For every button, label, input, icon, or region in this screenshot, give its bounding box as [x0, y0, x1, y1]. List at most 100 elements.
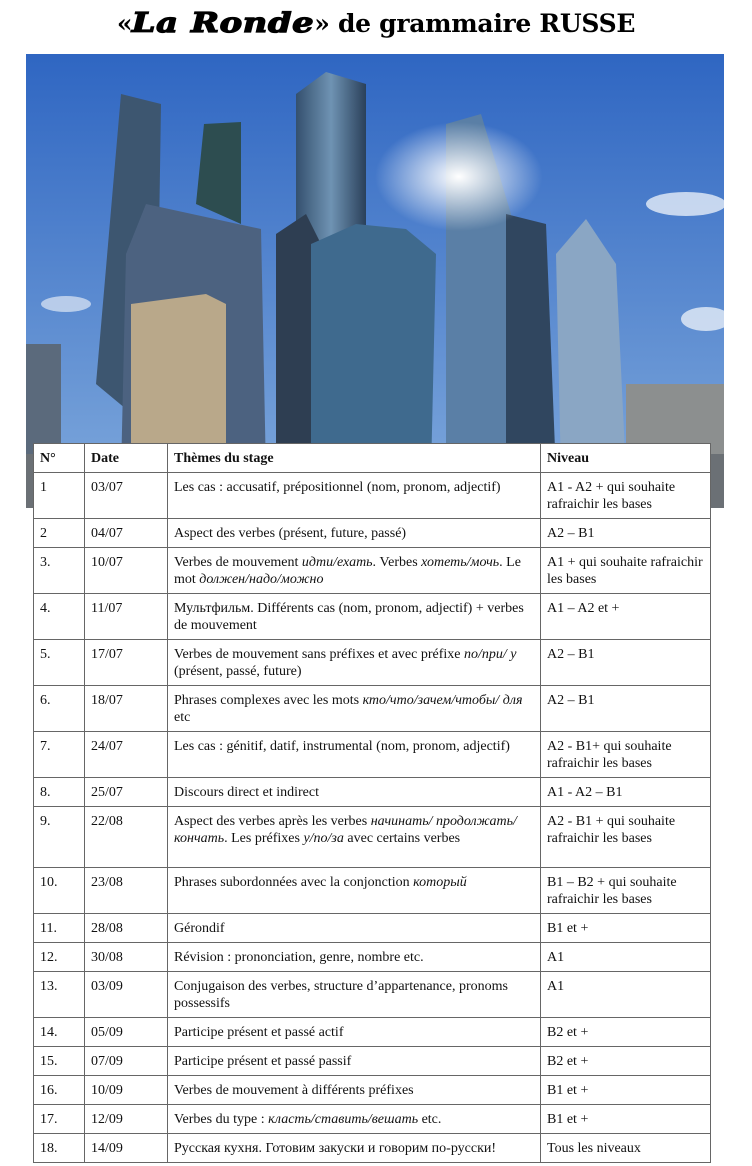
row-theme: Participe présent et passé actif — [167, 1017, 541, 1047]
row-date: 10/09 — [84, 1075, 168, 1105]
row-level: A2 – B1 — [540, 685, 711, 732]
header-level: Niveau — [540, 443, 711, 473]
theme-russian-term: класть/ставить/вешать — [268, 1112, 419, 1127]
row-date: 03/09 — [84, 971, 168, 1018]
row-level: A2 - B1+ qui souhaite rafraichir les bas… — [540, 731, 711, 778]
theme-russian-term: должен/надо/можно — [199, 572, 324, 587]
row-level: B1 et + — [540, 913, 711, 943]
row-level: B1 et + — [540, 1075, 711, 1105]
row-number: 17. — [33, 1104, 85, 1134]
row-level: Tous les niveaux — [540, 1133, 711, 1163]
table-row: 15. 07/09 Participe présent et passé passi… — [33, 1046, 711, 1076]
theme-text: Русская кухня. Готовим закуски и говорим… — [174, 1141, 497, 1156]
theme-text: Révision : prononciation, genre, nombre … — [174, 950, 424, 965]
theme-text: Phrases subordonnées avec la conjonction — [174, 875, 414, 890]
row-number: 12. — [33, 942, 85, 972]
table-row: 7. 24/07 Les cas : génitif, datif, instrum… — [33, 731, 711, 778]
row-date: 22/08 — [84, 806, 168, 868]
row-level: B1 – B2 + qui souhaite rafraichir les ba… — [540, 867, 711, 914]
row-level: A2 – B1 — [540, 518, 711, 548]
row-number: 14. — [33, 1017, 85, 1047]
table-row: 5. 17/07 Verbes de mouvement sans préfixes… — [33, 639, 711, 686]
row-date: 07/09 — [84, 1046, 168, 1076]
row-number: 11. — [33, 913, 85, 943]
table-row: 14. 05/09 Participe présent et passé actif… — [33, 1017, 711, 1047]
row-number: 6. — [33, 685, 85, 732]
table-row: 6. 18/07 Phrases complexes avec les mots к… — [33, 685, 711, 732]
la-ronde-logo: La Ronde — [131, 7, 315, 39]
theme-text: Conjugaison des verbes, structure d’appa… — [174, 979, 508, 1011]
row-date: 05/09 — [84, 1017, 168, 1047]
theme-russian-term: идти/ехать — [301, 555, 373, 570]
row-theme: Les cas : accusatif, prépositionnel (nom… — [167, 472, 541, 519]
theme-text: (présent, passé, future) — [174, 664, 302, 679]
theme-russian-term: хотеть/мочь — [421, 555, 500, 570]
theme-text: Gérondif — [174, 921, 225, 936]
course-schedule-table: N° Date Thèmes du stage Niveau 1 03/07 Les… — [33, 443, 711, 1163]
header-themes: Thèmes du stage — [167, 443, 541, 473]
row-theme: Aspect des verbes après les verbes начин… — [167, 806, 541, 868]
row-level: A1 - A2 + qui souhaite rafraichir les ba… — [540, 472, 711, 519]
row-theme: Participe présent et passé passif — [167, 1046, 541, 1076]
theme-text: etc — [174, 710, 191, 725]
row-level: B1 et + — [540, 1104, 711, 1134]
row-theme: Verbes de mouvement sans préfixes et ave… — [167, 639, 541, 686]
row-date: 12/09 — [84, 1104, 168, 1134]
row-date: 30/08 — [84, 942, 168, 972]
row-level: A2 – B1 — [540, 639, 711, 686]
row-level: A1 - A2 – B1 — [540, 777, 711, 807]
theme-text: Les cas : accusatif, prépositionnel (nom… — [174, 480, 501, 495]
open-quote: « — [116, 9, 133, 38]
theme-text: Les cas : génitif, datif, instrumental (… — [174, 739, 510, 754]
header-date: Date — [84, 443, 168, 473]
theme-russian-term: начинать/ продолжать/кончать — [174, 814, 517, 846]
row-date: 11/07 — [84, 593, 168, 640]
theme-russian-term: кто/что/зачем/чтобы/ для — [362, 693, 523, 708]
row-theme: Discours direct et indirect — [167, 777, 541, 807]
row-number: 9. — [33, 806, 85, 868]
row-date: 18/07 — [84, 685, 168, 732]
moscow-city-skyline-photo — [26, 54, 724, 508]
theme-text: Participe présent et passé passif — [174, 1054, 352, 1069]
table-row: 11. 28/08 Gérondif B1 et + — [33, 913, 711, 943]
row-theme: Verbes de mouvement à différents préfixe… — [167, 1075, 541, 1105]
row-theme: Aspect des verbes (présent, future, pass… — [167, 518, 541, 548]
row-date: 28/08 — [84, 913, 168, 943]
theme-text: . Verbes — [372, 555, 422, 570]
row-level: A2 - B1 + qui souhaite rafraichir les ba… — [540, 806, 711, 868]
theme-text: Verbes de mouvement sans préfixes et ave… — [174, 647, 464, 662]
row-number: 4. — [33, 593, 85, 640]
theme-text: Aspect des verbes après les verbes — [174, 814, 371, 829]
theme-russian-term: по/при/ у — [464, 647, 517, 662]
row-number: 1 — [33, 472, 85, 519]
row-date: 23/08 — [84, 867, 168, 914]
title-rest: de grammaire RUSSE — [337, 9, 636, 38]
row-date: 17/07 — [84, 639, 168, 686]
row-number: 10. — [33, 867, 85, 914]
theme-russian-term: который — [413, 875, 467, 890]
row-theme: Révision : prononciation, genre, nombre … — [167, 942, 541, 972]
table-header-row: N° Date Thèmes du stage Niveau — [33, 443, 711, 473]
theme-text: Aspect des verbes (présent, future, pass… — [174, 526, 407, 541]
row-number: 3. — [33, 547, 85, 594]
theme-text: Discours direct et indirect — [174, 785, 320, 800]
row-theme: Les cas : génitif, datif, instrumental (… — [167, 731, 541, 778]
row-theme: Phrases subordonnées avec la conjonction… — [167, 867, 541, 914]
row-level: A1 — [540, 942, 711, 972]
row-number: 5. — [33, 639, 85, 686]
row-theme: Русская кухня. Готовим закуски и говорим… — [167, 1133, 541, 1163]
row-theme: Мультфильм. Différents cas (nom, pronom,… — [167, 593, 541, 640]
row-number: 7. — [33, 731, 85, 778]
table-row: 10. 23/08 Phrases subordonnées avec la con… — [33, 867, 711, 914]
row-number: 15. — [33, 1046, 85, 1076]
row-level: A1 + qui souhaite rafraichir les bases — [540, 547, 711, 594]
close-quote: » — [314, 9, 330, 38]
row-theme: Verbes du type : класть/ставить/вешать e… — [167, 1104, 541, 1134]
row-date: 25/07 — [84, 777, 168, 807]
row-date: 10/07 — [84, 547, 168, 594]
theme-text: etc. — [418, 1112, 442, 1127]
row-level: A1 – A2 et + — [540, 593, 711, 640]
theme-text: . Le mot — [174, 555, 521, 587]
theme-text: Verbes du type : — [174, 1112, 269, 1127]
table-row: 12. 30/08 Révision : prononciation, genre,… — [33, 942, 711, 972]
